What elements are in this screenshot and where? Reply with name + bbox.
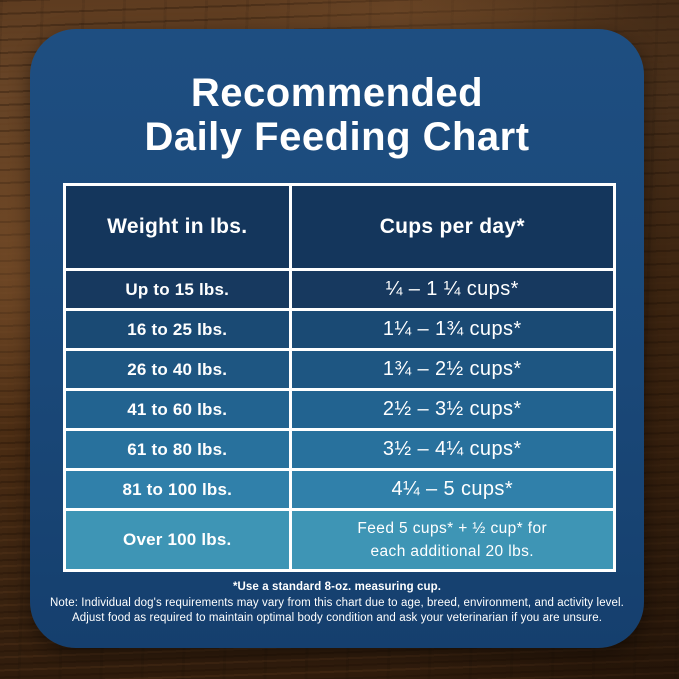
weight-cell: 41 to 60 lbs. — [63, 388, 292, 431]
column-header-cups: Cups per day* — [288, 183, 616, 271]
table-row-over-100: Over 100 lbs. Feed 5 cups* + ½ cup* for … — [63, 508, 616, 572]
table-row-up-to-15: Up to 15 lbs. ¼ – 1 ¼ cups* — [63, 268, 616, 311]
weight-cell: 26 to 40 lbs. — [63, 348, 292, 391]
cups-cell: 4¼ – 5 cups* — [288, 468, 616, 511]
feeding-table: Weight in lbs. Cups per day* Up to 15 lb… — [63, 183, 616, 572]
footnote-variation-note: Note: Individual dog's requirements may … — [50, 596, 624, 609]
feeding-chart-card: Recommended Daily Feeding Chart Weight i… — [30, 29, 644, 648]
column-header-weight: Weight in lbs. — [63, 183, 292, 271]
table-row-81-100: 81 to 100 lbs. 4¼ – 5 cups* — [63, 468, 616, 511]
cups-cell: Feed 5 cups* + ½ cup* for each additiona… — [288, 508, 616, 572]
cups-cell: 1¾ – 2½ cups* — [288, 348, 616, 391]
weight-cell: 16 to 25 lbs. — [63, 308, 292, 351]
chart-title-line2: Daily Feeding Chart — [144, 115, 530, 159]
footnotes: *Use a standard 8-oz. measuring cup. Not… — [42, 580, 632, 627]
weight-cell: 61 to 80 lbs. — [63, 428, 292, 471]
table-header-row: Weight in lbs. Cups per day* — [63, 183, 616, 271]
cups-cell: 1¼ – 1¾ cups* — [288, 308, 616, 351]
table-row-61-80: 61 to 80 lbs. 3½ – 4¼ cups* — [63, 428, 616, 471]
footnote-adjust-note: Adjust food as required to maintain opti… — [71, 612, 603, 624]
footnote-measuring-cup: *Use a standard 8-oz. measuring cup. — [232, 581, 442, 593]
chart-title: Recommended Daily Feeding Chart — [30, 71, 644, 159]
cups-cell: ¼ – 1 ¼ cups* — [288, 268, 616, 311]
weight-cell: Over 100 lbs. — [63, 508, 292, 572]
weight-cell: 81 to 100 lbs. — [63, 468, 292, 511]
cups-cell: 2½ – 3½ cups* — [288, 388, 616, 431]
cups-cell: 3½ – 4¼ cups* — [288, 428, 616, 471]
chart-title-line1: Recommended — [190, 71, 484, 115]
table-row-41-60: 41 to 60 lbs. 2½ – 3½ cups* — [63, 388, 616, 431]
table-row-26-40: 26 to 40 lbs. 1¾ – 2½ cups* — [63, 348, 616, 391]
table-row-16-25: 16 to 25 lbs. 1¼ – 1¾ cups* — [63, 308, 616, 351]
weight-cell: Up to 15 lbs. — [63, 268, 292, 311]
